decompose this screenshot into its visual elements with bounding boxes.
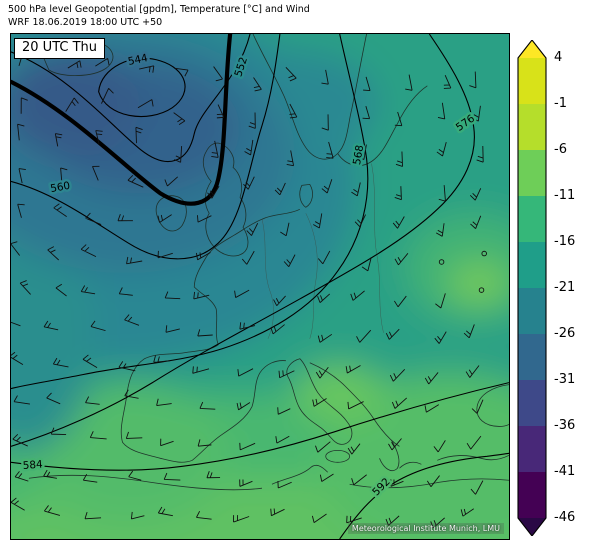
geopotential-contour-bold xyxy=(11,34,233,206)
geopotential-contour-560 xyxy=(11,34,281,260)
contour-label-584: 584 xyxy=(22,459,43,472)
geopotential-contour-544 xyxy=(98,57,186,117)
colorbar-arrow-bottom xyxy=(518,518,546,536)
colorbar-tick-label: -36 xyxy=(554,418,576,433)
colorbar-tick-label: -16 xyxy=(554,234,576,249)
colorbar-tick-label: -1 xyxy=(554,96,567,111)
colorbar-tick-label: -6 xyxy=(554,142,567,157)
chart-header: 500 hPa level Geopotential [gpdm], Tempe… xyxy=(8,3,310,29)
colorbar-tick-label: -26 xyxy=(554,326,576,341)
colorbar-arrow-top xyxy=(518,40,546,58)
temperature-colorbar: 4 -1 -6 -11 -16 -21 -26 -31 -36 -41 -46 xyxy=(517,39,597,537)
geopotential-contour-552 xyxy=(11,34,251,162)
colorbar-svg xyxy=(517,39,547,537)
geopotential-contour-576 xyxy=(11,34,475,447)
colorbar-tick-label: -11 xyxy=(554,188,576,203)
geopotential-contour-568 xyxy=(11,34,369,390)
coastlines xyxy=(28,34,509,491)
chart-subtitle: WRF 18.06.2019 18:00 UTC +50 xyxy=(8,17,163,28)
map-area: 544 552 560 568 576 584 592 20 UTC Thu M… xyxy=(10,33,510,540)
temperature-field xyxy=(11,34,509,539)
chart-title: 500 hPa level Geopotential [gpdm], Tempe… xyxy=(8,4,310,15)
geopotential-contour-592 xyxy=(339,452,509,539)
geopotential-contour-584 xyxy=(11,382,509,471)
contour-label-544: 544 xyxy=(127,52,149,68)
colorbar-tick-label: -41 xyxy=(554,464,576,479)
valid-time-badge: 20 UTC Thu xyxy=(14,38,105,59)
weather-map-svg: 544 552 560 568 576 584 592 xyxy=(11,34,509,539)
colorbar-tick-label: -46 xyxy=(554,510,576,525)
geopotential-contours xyxy=(11,34,509,539)
colorbar-tick-label: -31 xyxy=(554,372,576,387)
colorbar-segments xyxy=(518,58,546,518)
colorbar-tick-label: -21 xyxy=(554,280,576,295)
colorbar-tick-label: 4 xyxy=(554,50,563,65)
country-borders xyxy=(261,163,384,339)
attribution-text: Meteorological Institute Munich, LMU xyxy=(347,523,504,534)
